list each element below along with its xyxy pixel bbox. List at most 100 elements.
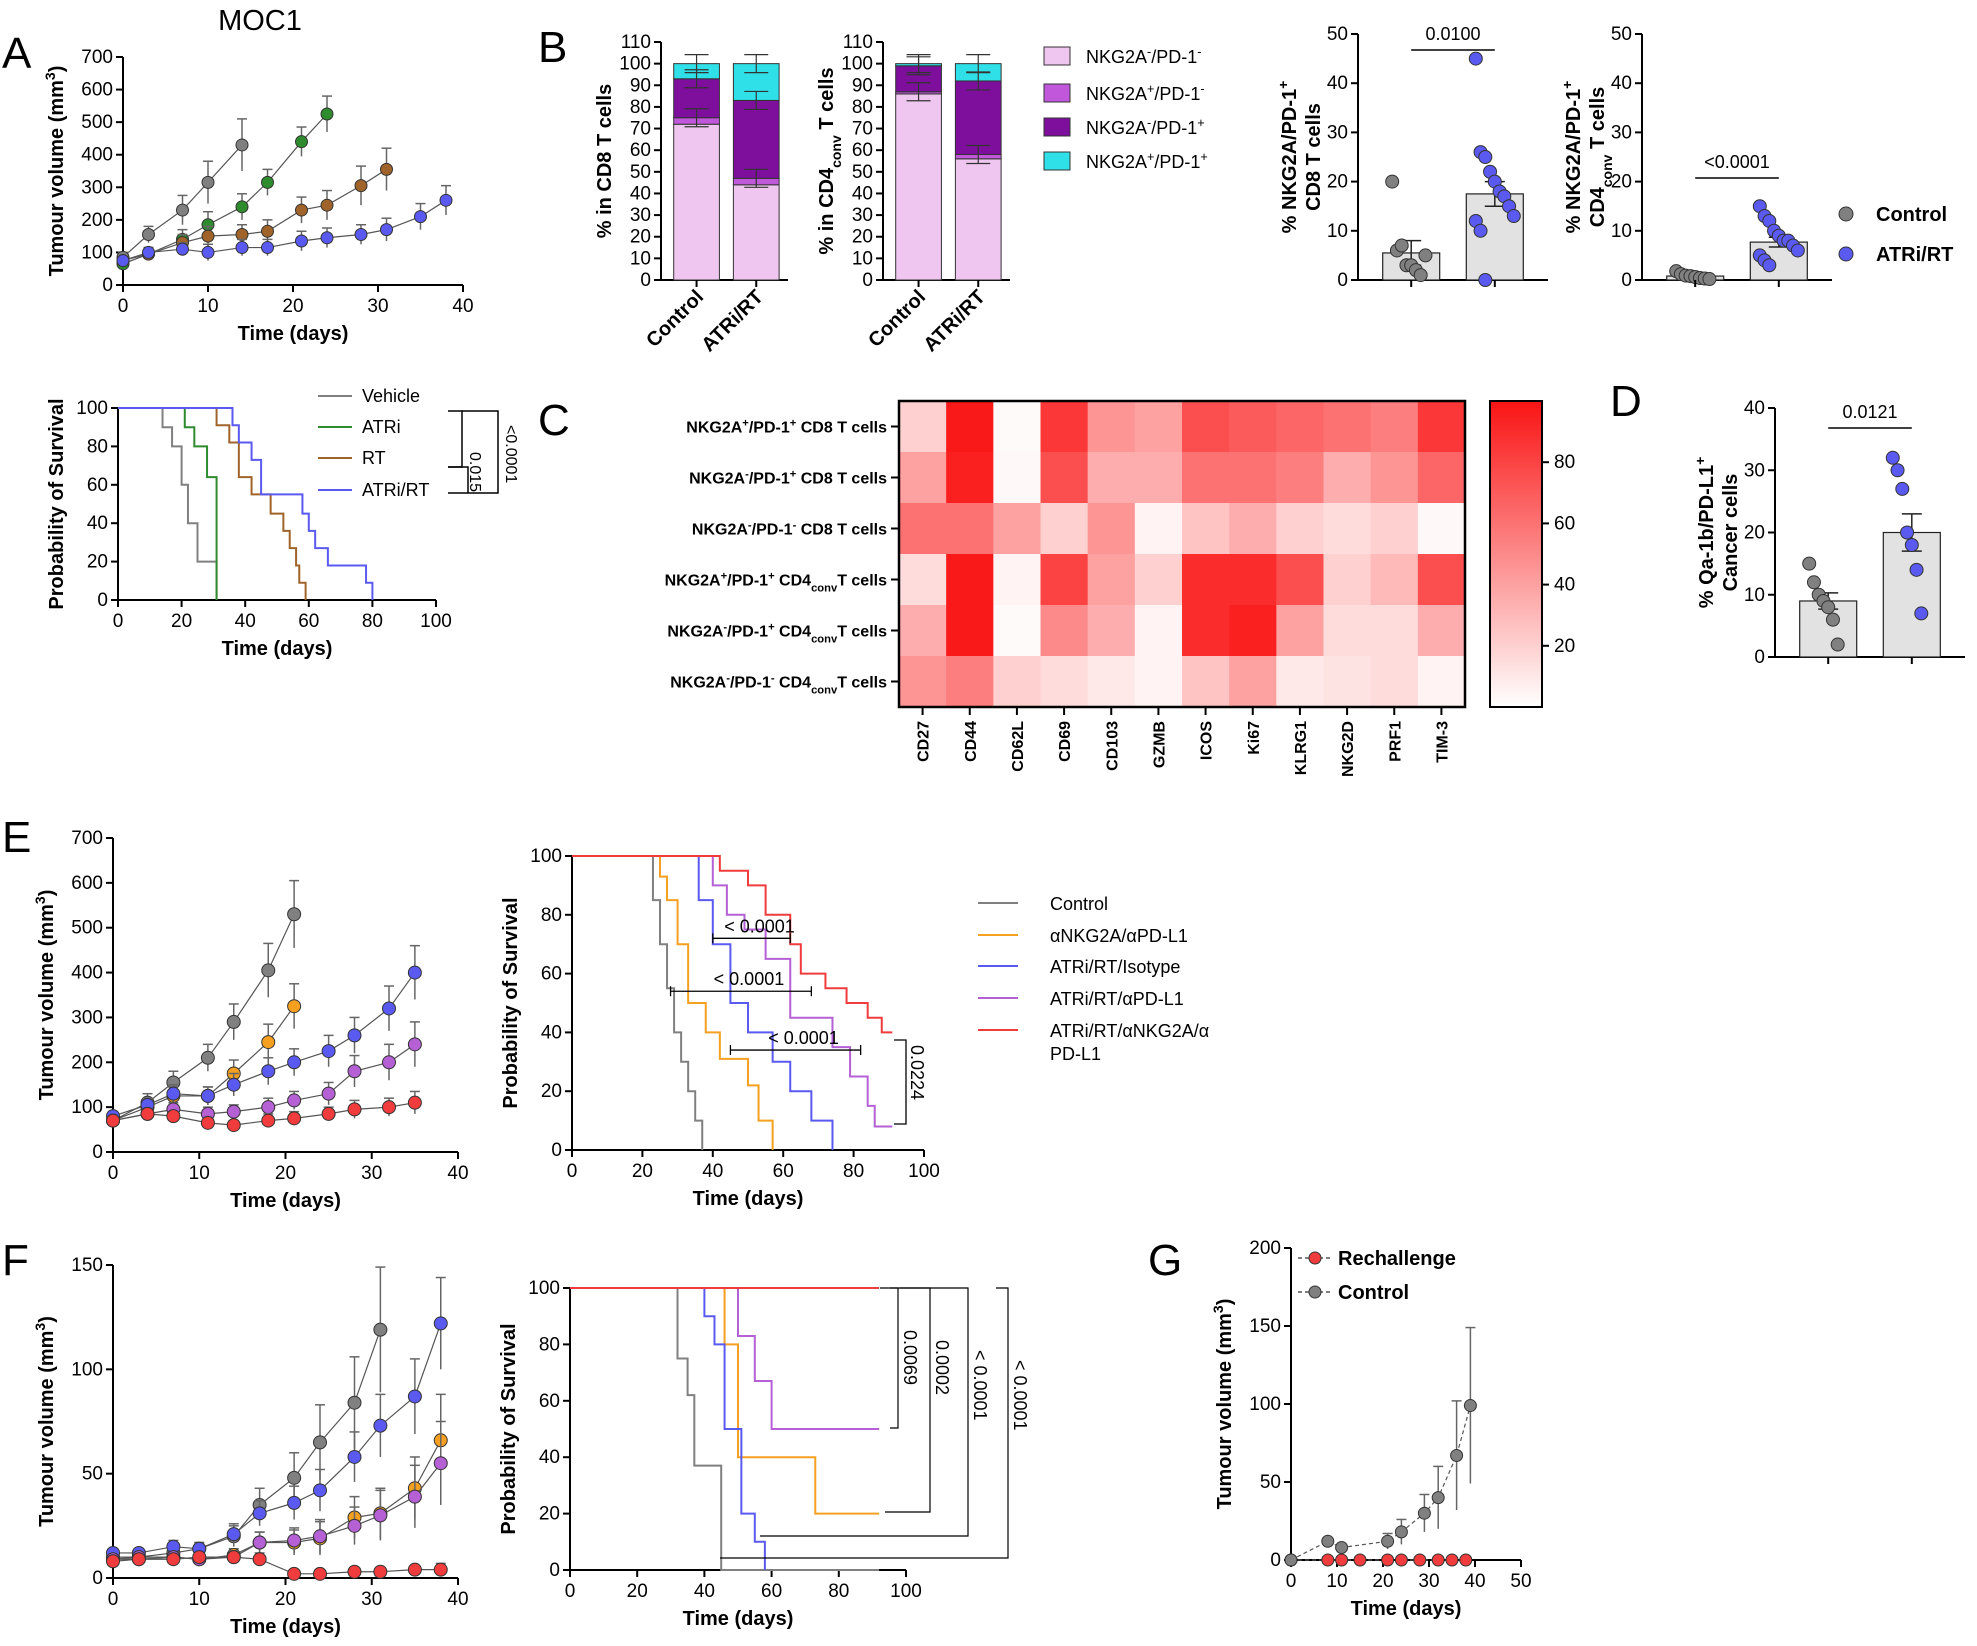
y-tick-label: 200 bbox=[81, 210, 113, 231]
heatmap-cell bbox=[1417, 554, 1466, 606]
data-point bbox=[321, 1106, 336, 1121]
data-point bbox=[433, 1316, 448, 1331]
p-value: < 0.0001 bbox=[768, 1028, 839, 1048]
data-point bbox=[1417, 1506, 1431, 1520]
heatmap-cell bbox=[1229, 401, 1277, 453]
data-point bbox=[261, 1064, 276, 1079]
col-label: CD27 bbox=[916, 721, 933, 762]
data-point bbox=[373, 1418, 388, 1433]
y-tick-label: 0 bbox=[92, 1568, 103, 1589]
heatmap-cell bbox=[1370, 605, 1419, 657]
x-tick-label: 20 bbox=[275, 1589, 296, 1610]
y-axis-title: Probability of Survival bbox=[46, 398, 68, 609]
data-point bbox=[407, 1389, 422, 1404]
heatmap-cell bbox=[1276, 452, 1324, 504]
text-span: NKG2A bbox=[1086, 84, 1147, 104]
data-point bbox=[287, 1111, 302, 1126]
legend-label: ATRi/RT/αPD-L1 bbox=[1050, 989, 1184, 1009]
p-value: < 0.0001 bbox=[1010, 1360, 1030, 1431]
heatmap-cell bbox=[1040, 452, 1089, 504]
data-point bbox=[287, 907, 302, 922]
bar-segment bbox=[954, 158, 1002, 281]
data-point bbox=[321, 1044, 336, 1059]
colorbar-tick-label: 40 bbox=[1554, 575, 1575, 596]
text-span: ) bbox=[36, 1316, 58, 1323]
x-tick-label: 20 bbox=[632, 1161, 653, 1182]
y-tick-label: 100 bbox=[619, 54, 651, 75]
legend-label: αNKG2A/αPD-L1 bbox=[1050, 926, 1188, 946]
data-point bbox=[1381, 1553, 1395, 1567]
x-axis-title: Time (days) bbox=[222, 638, 333, 660]
row-label: NKG2A+/PD-1+ CD8 T cells bbox=[686, 418, 887, 437]
x-category-label: ATRi/RT bbox=[697, 286, 767, 356]
p-value: 0.0069 bbox=[900, 1330, 920, 1385]
data-point bbox=[354, 179, 368, 193]
legend-label: ATRi/RT bbox=[1876, 244, 1953, 266]
text-span: conv bbox=[1599, 154, 1615, 187]
x-tick-label: 0 bbox=[118, 296, 129, 317]
text-span: 3 bbox=[1210, 1305, 1226, 1313]
data-point bbox=[226, 1014, 241, 1029]
data-point bbox=[192, 1550, 207, 1565]
data-point bbox=[166, 1086, 181, 1101]
text-span: ) bbox=[46, 66, 68, 73]
data-point bbox=[261, 1100, 276, 1115]
x-tick-label: 40 bbox=[447, 1163, 468, 1184]
heatmap-cell bbox=[946, 656, 994, 708]
data-point bbox=[140, 1106, 155, 1121]
data-point bbox=[354, 228, 368, 242]
text-span: % in CD4 bbox=[816, 167, 838, 255]
y-tick-label: 100 bbox=[530, 846, 562, 867]
y-tick-label: 10 bbox=[852, 248, 873, 269]
text-span: - bbox=[745, 469, 749, 481]
row-label: NKG2A-/PD-1+ CD4convT cells bbox=[667, 622, 887, 646]
col-label: TIM-3 bbox=[1434, 721, 1451, 763]
heatmap-cell bbox=[1229, 554, 1277, 606]
y-tick-label: 40 bbox=[87, 513, 108, 534]
bracket bbox=[720, 1287, 1009, 1559]
survival-curve-atri-rt-isotype bbox=[572, 855, 834, 1150]
data-point bbox=[1478, 150, 1493, 164]
heatmap-cell bbox=[1323, 554, 1372, 606]
x-tick-label: 10 bbox=[189, 1163, 210, 1184]
y-tick-label: 300 bbox=[71, 1007, 103, 1028]
data-point bbox=[201, 175, 215, 189]
y-tick-label: 20 bbox=[1744, 523, 1765, 544]
x-tick-label: 0 bbox=[1286, 1571, 1297, 1592]
y-tick-label: 40 bbox=[630, 183, 651, 204]
col-label: CD44 bbox=[963, 721, 980, 762]
text-span: /PD-1 bbox=[752, 522, 793, 539]
colorbar-tick-label: 80 bbox=[1554, 452, 1575, 473]
y-tick-label: 0 bbox=[97, 590, 108, 611]
x-tick-label: 20 bbox=[282, 296, 303, 317]
data-point bbox=[1335, 1553, 1349, 1567]
series-atri-rt-nkg2a-pd-l1 bbox=[106, 1550, 448, 1581]
legend-label: Control bbox=[1338, 1282, 1409, 1304]
data-point bbox=[1445, 1553, 1459, 1567]
data-point bbox=[1394, 1553, 1408, 1567]
x-tick-label: 40 bbox=[702, 1161, 723, 1182]
data-point bbox=[295, 234, 308, 248]
legend-label: NKG2A+/PD-1- bbox=[1086, 82, 1205, 104]
text-span: + bbox=[1275, 81, 1291, 89]
data-point bbox=[261, 1113, 276, 1128]
y-tick-label: 100 bbox=[1249, 1394, 1281, 1415]
y-tick-label: 40 bbox=[541, 1022, 562, 1043]
data-point bbox=[235, 138, 249, 152]
survival-curve-atri-rt bbox=[118, 407, 374, 600]
x-tick-label: 100 bbox=[908, 1161, 940, 1182]
heatmap-cell bbox=[946, 605, 994, 657]
series-line bbox=[113, 1323, 442, 1554]
y-tick-label: 60 bbox=[541, 964, 562, 985]
x-tick-label: 10 bbox=[1326, 1571, 1347, 1592]
x-tick-label: 60 bbox=[298, 611, 319, 632]
panel-e-survival-chart: 0 20 40 60 80 100 0 20 40 60 80 100 Time (days) Proba… bbox=[500, 846, 1209, 1210]
data-point bbox=[1914, 606, 1929, 621]
panel-b-legend: NKG2A-/PD-1-NKG2A+/PD-1-NKG2A-/PD-1+NKG2… bbox=[1043, 45, 1208, 172]
data-point bbox=[373, 1322, 388, 1337]
text-span: + bbox=[1147, 150, 1154, 164]
heatmap-cell bbox=[1087, 452, 1136, 504]
data-point bbox=[382, 1100, 396, 1115]
